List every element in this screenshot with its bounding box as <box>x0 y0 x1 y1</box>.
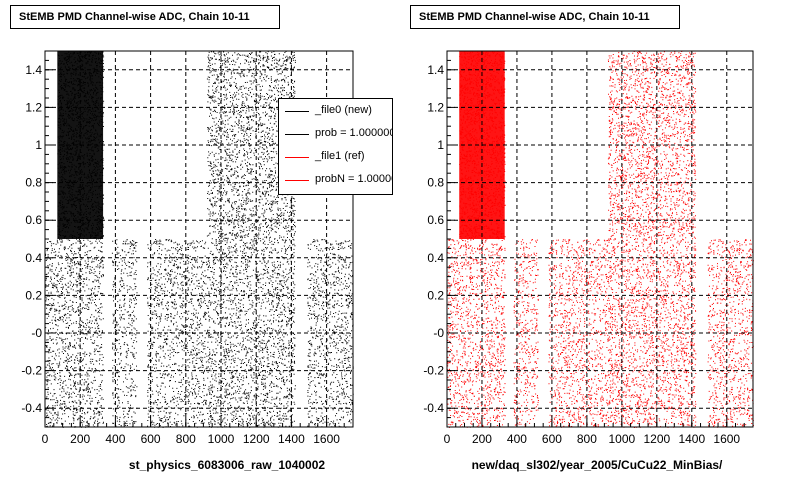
x-axis-label: st_physics_6083006_raw_1040002 <box>129 458 325 472</box>
legend-swatch <box>285 157 309 158</box>
y-tick-label: -0.4 <box>21 401 42 415</box>
x-tick-label: 1600 <box>713 432 740 446</box>
legend-entry: _file1 (ref) <box>279 149 392 167</box>
y-tick-label: 1.4 <box>427 63 444 77</box>
x-tick-label: 1000 <box>208 432 235 446</box>
plot-right-title: StEMB PMD Channel-wise ADC, Chain 10-11 <box>410 5 680 29</box>
y-tick-label: 0.4 <box>25 251 42 265</box>
y-tick-label: -0.4 <box>423 401 444 415</box>
legend-entry: probN = 1.000000 <box>279 172 392 190</box>
y-tick-label: 1 <box>35 138 42 152</box>
data-point-cloud <box>447 239 506 428</box>
data-point-cloud <box>147 239 208 428</box>
x-tick-label: 200 <box>472 432 492 446</box>
y-tick-label: 0.2 <box>25 288 42 302</box>
x-tick-label: 1200 <box>243 432 270 446</box>
plot-right-group: 0 200 400 600 800 1000 1200 1400 1600 -0.4 -0.2 -0 0… <box>423 50 754 472</box>
legend-box: _file0 (new) prob = 1.000000 _file1 (ref… <box>278 98 393 195</box>
x-tick-label: 1000 <box>609 432 636 446</box>
legend-label: _file1 (ref) <box>315 150 365 162</box>
x-tick-label: 1400 <box>278 432 305 446</box>
x-tick-label: 400 <box>105 432 125 446</box>
data-point-cloud <box>206 51 296 428</box>
legend-entry: _file0 (new) <box>279 103 392 121</box>
x-tick-label: 1200 <box>643 432 670 446</box>
y-tick-label: -0.2 <box>423 364 444 378</box>
x-tick-label: 0 <box>444 432 451 446</box>
x-tick-label: 1400 <box>678 432 705 446</box>
x-axis-label: new/daq_sl302/year_2005/CuCu22_MinBias/ <box>472 458 723 472</box>
legend-label: _file0 (new) <box>315 104 372 116</box>
x-tick-label: 200 <box>70 432 90 446</box>
legend-swatch <box>285 134 309 135</box>
y-tick-label: -0 <box>31 326 42 340</box>
data-point-cloud <box>607 51 697 428</box>
y-tick-label: 0.2 <box>427 288 444 302</box>
y-tick-label: 1 <box>437 138 444 152</box>
y-tick-label: -0 <box>433 326 444 340</box>
y-tick-label: 0.8 <box>25 176 42 190</box>
plot-left-title: StEMB PMD Channel-wise ADC, Chain 10-11 <box>10 5 280 29</box>
legend-label: probN = 1.000000 <box>315 173 392 185</box>
x-tick-label: 0 <box>42 432 49 446</box>
legend-swatch <box>285 111 309 112</box>
legend-swatch <box>285 180 309 181</box>
x-tick-label: 400 <box>507 432 527 446</box>
y-tick-label: 0.8 <box>427 176 444 190</box>
x-tick-label: 800 <box>176 432 196 446</box>
plot-left-group: 0 200 400 600 800 1000 1200 1400 1600 -0.4 -0.2 -0 0… <box>21 50 354 472</box>
y-tick-label: 0.4 <box>427 251 444 265</box>
legend-label: prob = 1.000000 <box>315 127 393 139</box>
y-tick-label: 1.2 <box>427 100 444 114</box>
y-tick-label: 1.4 <box>25 63 42 77</box>
y-tick-label: 0.6 <box>25 213 42 227</box>
y-tick-label: -0.2 <box>21 364 42 378</box>
y-tick-label: 0.6 <box>427 213 444 227</box>
x-tick-label: 600 <box>542 432 562 446</box>
legend-entry: prob = 1.000000 <box>279 126 393 144</box>
y-tick-label: 1.2 <box>25 100 42 114</box>
x-tick-label: 600 <box>141 432 161 446</box>
x-tick-label: 800 <box>577 432 597 446</box>
x-tick-label: 1600 <box>313 432 340 446</box>
data-point-cloud <box>548 239 609 428</box>
